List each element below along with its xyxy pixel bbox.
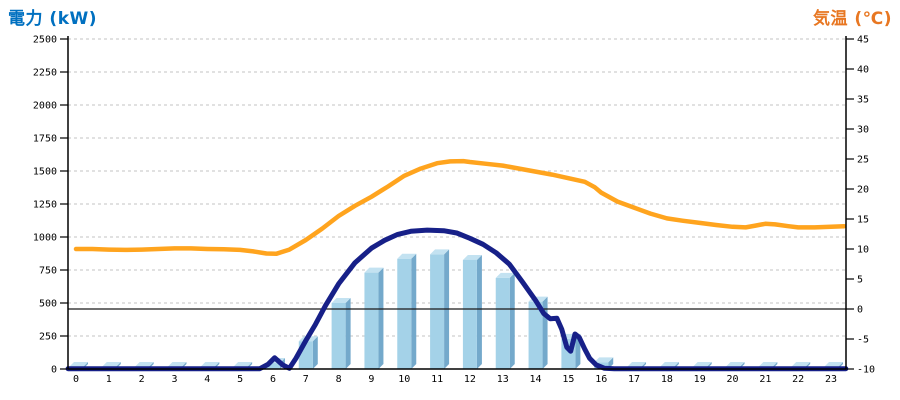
right-tick-label: 25 <box>857 155 869 166</box>
right-tick-label: -10 <box>857 365 875 376</box>
left-tick-label: 500 <box>39 299 57 310</box>
bar-top-face <box>692 362 712 368</box>
bar-top-face <box>495 272 515 278</box>
bar-top-face <box>397 253 417 259</box>
right-tick-label: 15 <box>857 215 869 226</box>
x-tick-label: 17 <box>628 374 640 385</box>
axes: 02505007501000125015001750200022502500-1… <box>33 35 875 386</box>
x-tick-label: 3 <box>171 374 177 385</box>
bar <box>397 253 417 369</box>
left-tick-label: 2500 <box>33 35 57 46</box>
x-tick-label: 13 <box>497 374 509 385</box>
x-tick-label: 21 <box>759 374 771 385</box>
bar-top-face <box>725 362 745 368</box>
bar-top-face <box>364 267 384 273</box>
bar-side-face <box>378 267 384 369</box>
bar-top-face <box>134 362 154 368</box>
x-tick-label: 9 <box>368 374 374 385</box>
left-tick-label: 250 <box>39 332 57 343</box>
x-tick-label: 6 <box>270 374 276 385</box>
x-tick-label: 19 <box>694 374 706 385</box>
bar <box>495 272 515 369</box>
x-tick-label: 0 <box>73 374 79 385</box>
bar-side-face <box>411 253 417 369</box>
x-tick-label: 14 <box>530 374 542 385</box>
right-tick-label: 40 <box>857 65 869 76</box>
right-tick-label: 30 <box>857 125 869 136</box>
x-tick-label: 5 <box>237 374 243 385</box>
left-tick-label: 2250 <box>33 68 57 79</box>
gridlines <box>68 38 846 337</box>
right-tick-label: 0 <box>857 305 863 316</box>
x-tick-label: 8 <box>336 374 342 385</box>
right-tick-label: 35 <box>857 95 869 106</box>
x-tick-label: 11 <box>431 374 443 385</box>
bar-front-face <box>397 258 412 369</box>
bar-top-face <box>824 362 843 368</box>
bar-top-face <box>462 254 482 260</box>
left-tick-label: 1250 <box>33 200 57 211</box>
bar-front-face <box>528 301 543 369</box>
bar-front-face <box>430 254 445 369</box>
bar-top-face <box>69 362 88 368</box>
bar-top-face <box>758 362 778 368</box>
bar-top-face <box>101 362 121 368</box>
x-tick-label: 23 <box>825 374 837 385</box>
x-tick-label: 10 <box>398 374 410 385</box>
right-tick-label: 20 <box>857 185 869 196</box>
bar-top-face <box>200 362 220 368</box>
x-tick-label: 15 <box>562 374 574 385</box>
bar-top-face <box>627 362 647 368</box>
x-tick-label: 18 <box>661 374 673 385</box>
bar-side-face <box>312 336 318 369</box>
left-tick-label: 1000 <box>33 233 57 244</box>
x-tick-label: 12 <box>464 374 476 385</box>
bar-side-face <box>509 272 515 369</box>
bar-top-face <box>331 298 351 303</box>
right-axis-title: 気温 (℃) <box>812 9 892 29</box>
right-tick-label: 10 <box>857 245 869 256</box>
temperature-line <box>73 158 847 257</box>
x-tick-label: 22 <box>792 374 804 385</box>
bar-top-face <box>594 357 614 363</box>
left-tick-label: 2000 <box>33 101 57 112</box>
left-tick-label: 0 <box>51 365 57 376</box>
x-tick-label: 16 <box>595 374 607 385</box>
bar <box>331 298 351 369</box>
left-tick-label: 1500 <box>33 167 57 178</box>
x-tick-label: 7 <box>303 374 309 385</box>
bar-top-face <box>659 362 679 368</box>
left-tick-label: 750 <box>39 266 57 277</box>
bar-side-face <box>542 296 548 369</box>
bar-front-face <box>331 303 346 369</box>
bar-top-face <box>791 362 811 368</box>
bar-top-face <box>167 362 187 368</box>
x-tick-label: 2 <box>139 374 145 385</box>
bar-front-face <box>364 272 379 369</box>
x-tick-label: 1 <box>106 374 112 385</box>
right-tick-label: 5 <box>857 275 863 286</box>
x-tick-label: 20 <box>726 374 738 385</box>
power-line <box>65 227 849 372</box>
right-tick-label: 45 <box>857 35 869 46</box>
bar-front-face <box>462 259 477 369</box>
x-tick-label: 4 <box>204 374 210 385</box>
left-tick-label: 1750 <box>33 134 57 145</box>
bar-side-face <box>476 254 482 369</box>
bar-top-face <box>233 362 253 368</box>
bar <box>364 267 384 369</box>
bar-front-face <box>265 363 280 369</box>
bar-front-face <box>495 277 510 369</box>
right-tick-label: -5 <box>857 335 869 346</box>
bar-side-face <box>345 298 351 369</box>
left-axis-title: 電力 (kW) <box>8 9 98 29</box>
bar <box>462 254 482 369</box>
bar-top-face <box>430 249 450 255</box>
